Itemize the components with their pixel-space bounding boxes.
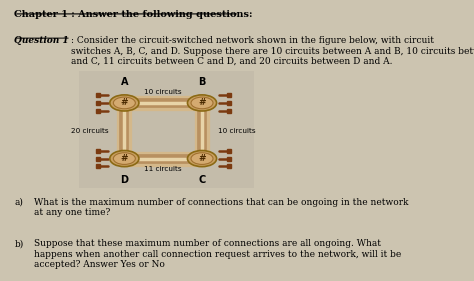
Text: What is the maximum number of connections that can be ongoing in the network
at : What is the maximum number of connection… — [34, 198, 408, 217]
Text: Suppose that these maximum number of connections are all ongoing. What
happens w: Suppose that these maximum number of con… — [34, 239, 401, 269]
Text: 20 circuits: 20 circuits — [71, 128, 108, 134]
Text: #: # — [198, 154, 206, 163]
Ellipse shape — [191, 97, 213, 109]
Text: #: # — [120, 98, 128, 107]
Text: #: # — [120, 154, 128, 163]
Text: : Consider the circuit-switched network shown in the figure below, with circuit
: : Consider the circuit-switched network … — [71, 36, 474, 66]
Text: Question 1: Question 1 — [14, 36, 69, 45]
Text: Chapter 1 : Answer the following questions:: Chapter 1 : Answer the following questio… — [14, 10, 253, 19]
Ellipse shape — [191, 153, 213, 164]
Bar — [79, 71, 254, 188]
Text: 11 circuits: 11 circuits — [145, 166, 182, 171]
Ellipse shape — [187, 151, 217, 167]
Ellipse shape — [110, 151, 139, 167]
Ellipse shape — [113, 153, 136, 164]
Text: 10 circuits: 10 circuits — [218, 128, 256, 134]
Ellipse shape — [110, 95, 139, 111]
Text: #: # — [198, 98, 206, 107]
Text: D: D — [120, 175, 128, 185]
Text: B: B — [198, 77, 206, 87]
Text: 10 circuits: 10 circuits — [145, 89, 182, 95]
Text: a): a) — [14, 198, 23, 207]
Text: b): b) — [14, 239, 24, 248]
Ellipse shape — [113, 97, 136, 109]
Text: A: A — [120, 77, 128, 87]
Text: C: C — [199, 175, 206, 185]
Ellipse shape — [187, 95, 217, 111]
